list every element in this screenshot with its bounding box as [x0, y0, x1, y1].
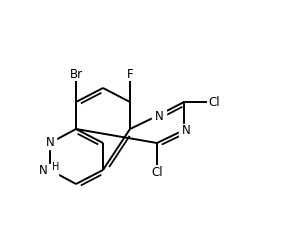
Bar [152, 110, 166, 122]
Text: F: F [127, 67, 133, 80]
Bar [36, 164, 58, 176]
Text: Cl: Cl [151, 166, 163, 179]
Text: H: H [52, 162, 59, 172]
Bar [44, 137, 56, 149]
Text: Br: Br [70, 67, 82, 80]
Bar [179, 124, 193, 136]
Text: N: N [182, 124, 190, 137]
Text: N: N [46, 137, 54, 150]
Text: N: N [155, 109, 163, 122]
Text: N: N [39, 163, 48, 176]
Text: Cl: Cl [208, 96, 220, 108]
